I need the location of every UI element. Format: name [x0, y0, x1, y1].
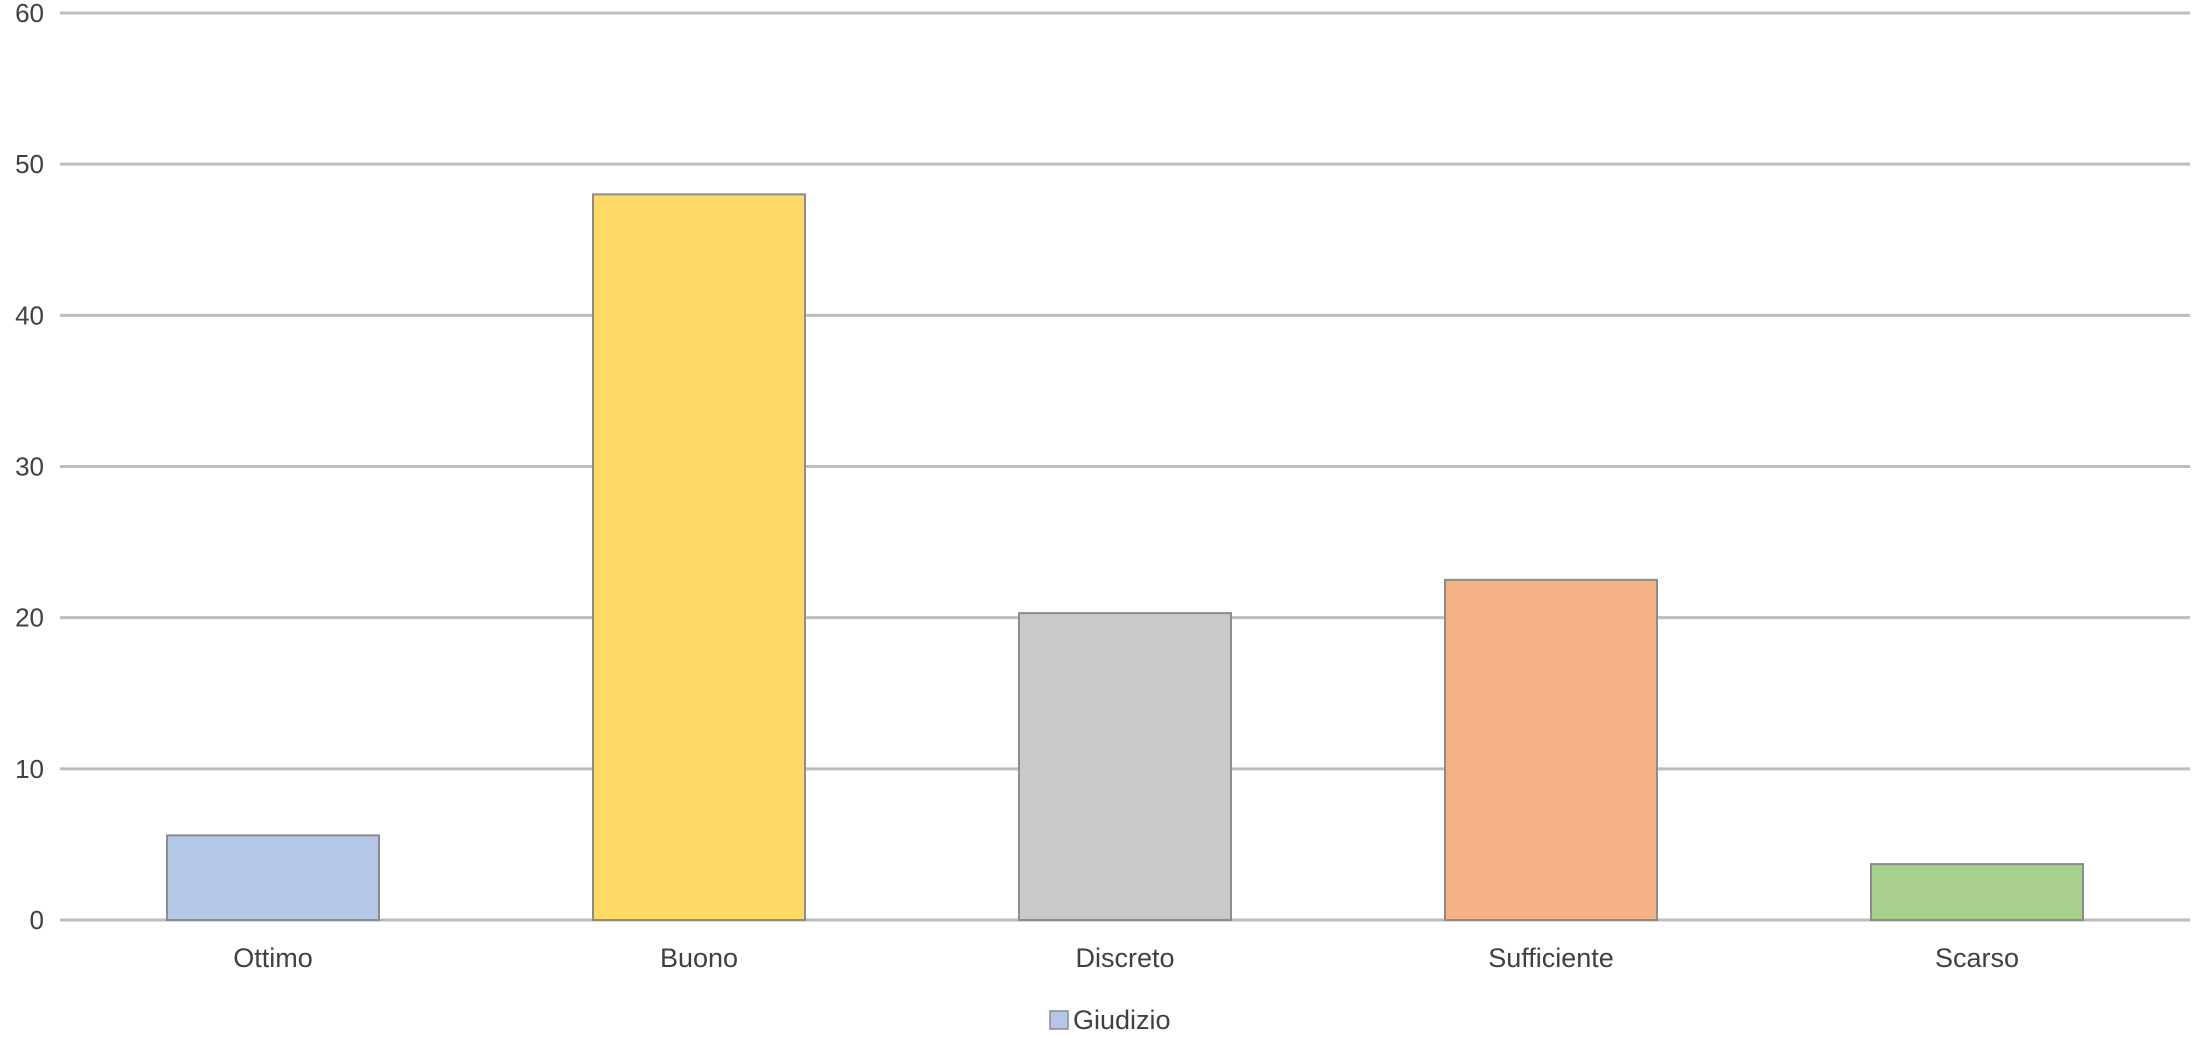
y-tick-label: 0 [30, 905, 44, 935]
x-category-label: Ottimo [233, 943, 313, 973]
bar-sufficiente [1444, 578, 1658, 921]
bar-discreto [1018, 612, 1232, 921]
legend: Giudizio [1049, 1005, 1171, 1035]
legend-swatch [1049, 1010, 1069, 1030]
legend-label: Giudizio [1073, 1005, 1171, 1035]
x-axis-category-labels: Ottimo Buono Discreto Sufficiente Scarso [233, 943, 2019, 973]
y-tick-label: 20 [15, 603, 44, 633]
y-axis-tick-labels: 0 10 20 30 40 50 60 [15, 0, 44, 935]
bars [166, 193, 2084, 922]
bar-ottimo [166, 834, 380, 922]
y-tick-label: 10 [15, 754, 44, 784]
bar-scarso [1870, 863, 2084, 922]
x-category-label: Buono [660, 943, 738, 973]
y-tick-label: 50 [15, 149, 44, 179]
y-tick-label: 30 [15, 452, 44, 482]
x-category-label: Sufficiente [1488, 943, 1614, 973]
x-category-label: Scarso [1935, 943, 2019, 973]
x-category-label: Discreto [1075, 943, 1174, 973]
bar-buono [592, 193, 806, 921]
y-tick-label: 60 [15, 0, 44, 28]
y-tick-label: 40 [15, 300, 44, 330]
